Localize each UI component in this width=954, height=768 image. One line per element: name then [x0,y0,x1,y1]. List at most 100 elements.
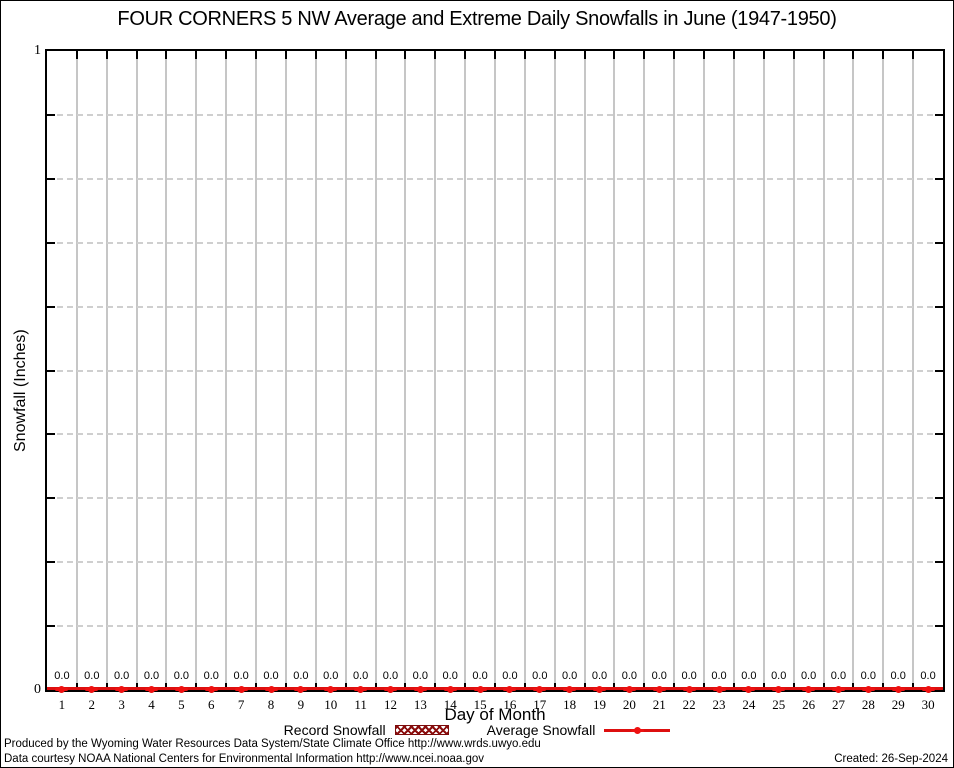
average-snowfall-marker [234,686,248,693]
x-tick [703,683,706,690]
average-snowfall-marker [354,686,368,693]
x-tick [135,683,138,690]
y-tick [935,561,943,564]
point-value-label: 0.0 [84,670,100,682]
average-snowfall-marker [115,686,129,693]
point-value-label: 0.0 [681,670,697,682]
x-tick [703,51,706,59]
average-snowfall-marker [802,686,816,693]
average-snowfall-marker [563,686,577,693]
x-tick [583,683,586,690]
x-tick [105,51,108,59]
x-tick [583,51,586,59]
x-gridline [344,51,347,685]
x-tick [494,51,496,59]
x-tick [374,683,377,690]
x-tick-label: 24 [742,697,756,712]
average-snowfall-marker [204,686,218,693]
y-tick [47,561,55,564]
x-tick [882,683,885,690]
plot-area: 0.0 1 0.0 2 0.0 3 0.0 4 0.0 5 0.0 6 0.0 7 0.0 8 0.0 9 0.0 1… [34,43,945,712]
x-gridline [703,51,706,685]
point-value-label: 0.0 [920,670,936,682]
average-snowfall-line-icon [604,726,671,734]
x-gridline [404,51,407,685]
average-snowfall-marker [264,686,278,693]
x-tick [314,683,317,690]
x-gridline [195,51,198,685]
x-tick [344,51,347,59]
x-tick [225,51,228,59]
point-value-label: 0.0 [502,670,518,682]
point-value-label: 0.0 [741,670,757,682]
y-tick [935,241,943,244]
y-tick [935,113,943,116]
x-tick [643,683,646,690]
point-value-label: 0.0 [54,670,70,682]
x-tick-label: 17 [533,697,547,712]
x-gridline [673,51,676,685]
point-value-label: 0.0 [143,670,160,682]
y-tick-label: 0 [34,682,41,697]
x-gridline [464,51,467,685]
average-snowfall-marker [622,686,636,693]
y-tick [935,177,943,180]
average-snowfall-marker [682,686,696,693]
x-tick-label: 9 [297,697,305,712]
y-gridline [47,305,943,308]
x-tick [792,51,795,59]
x-tick [195,683,198,690]
point-value-label: 0.0 [800,670,817,682]
legend-label-average: Average Snowfall [486,722,596,738]
average-snowfall-marker [593,686,607,693]
x-tick [762,51,765,59]
x-tick [464,51,467,59]
average-snowfall-marker [861,686,875,693]
x-gridline [732,51,735,685]
x-tick [673,51,676,59]
x-gridline [822,51,825,685]
point-value-label: 0.0 [293,670,309,682]
x-tick-label: 20 [622,697,636,712]
average-snowfall-marker [742,686,756,693]
x-tick [494,683,496,690]
y-gridline [47,497,943,500]
y-axis-label: Snowfall (Inches) [12,329,29,452]
x-gridline [912,51,915,685]
x-tick [434,683,437,690]
x-tick [75,51,78,59]
x-tick [75,683,78,690]
x-tick [344,683,347,690]
average-snowfall-marker [413,686,427,693]
x-tick-label: 7 [237,697,245,712]
point-value-label: 0.0 [114,670,130,682]
average-snowfall-marker [174,686,188,693]
x-axis-label: Day of Month [444,705,546,724]
x-tick-label: 10 [324,697,338,712]
x-gridline [494,51,496,685]
x-gridline [105,51,108,685]
point-value-label: 0.0 [771,670,787,682]
x-gridline [583,51,586,685]
x-tick [613,51,616,59]
x-tick [792,683,795,690]
x-tick [732,51,735,59]
x-tick-label: 6 [208,697,215,712]
x-tick-label: 11 [354,697,367,712]
point-value-label: 0.0 [382,670,399,682]
average-snowfall-marker [443,686,457,693]
x-tick-label: 3 [118,697,125,712]
y-tick [935,433,943,436]
point-value-label: 0.0 [890,670,906,682]
x-tick [553,683,556,690]
x-tick [523,51,526,59]
record-snowfall-swatch-icon [394,725,449,735]
x-gridline [255,51,258,685]
point-value-label: 0.0 [860,670,876,682]
x-gridline [75,51,78,685]
y-gridline [47,369,943,372]
x-gridline [225,51,228,685]
x-tick-label: 18 [563,697,577,712]
x-gridline [314,51,317,685]
